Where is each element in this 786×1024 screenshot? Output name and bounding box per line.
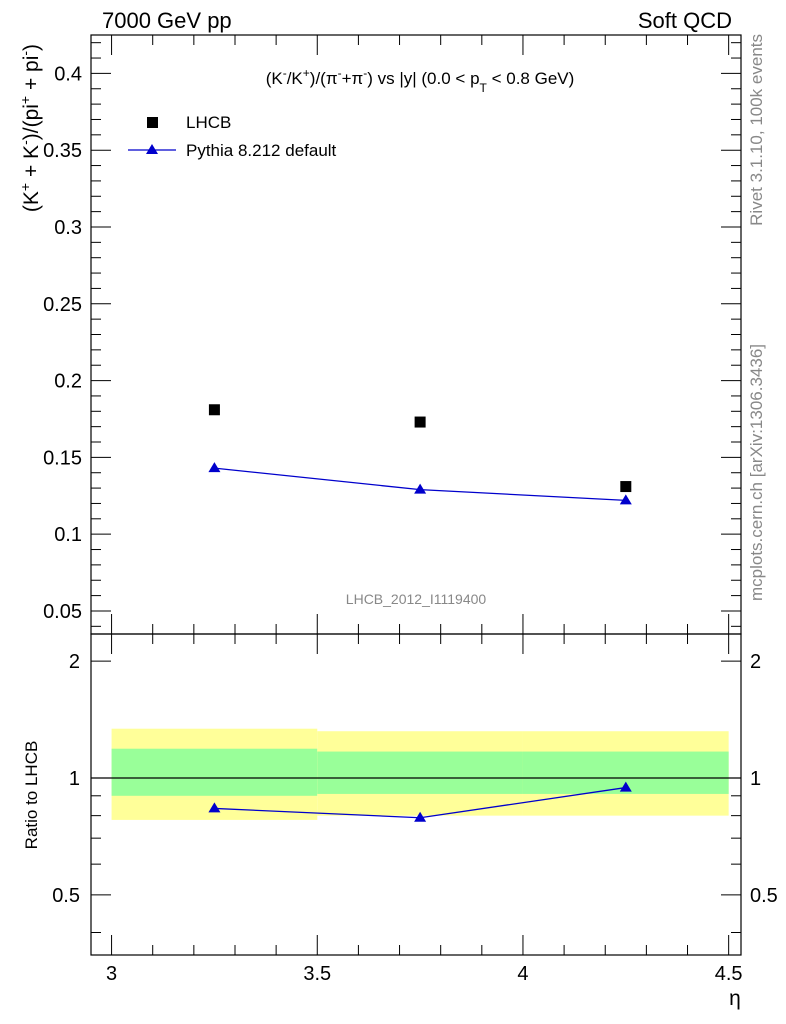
- ratio-pythia-point: [208, 802, 221, 813]
- main-axis-ticks: [91, 35, 741, 634]
- rivet-label: Rivet 3.1.10, 100k events: [747, 34, 766, 226]
- x-tick-label: 4: [517, 963, 528, 985]
- green-band: [317, 751, 523, 794]
- ratio-y-tick-label-right: 2: [750, 651, 761, 673]
- main-y-tick-label: 0.3: [54, 217, 82, 239]
- mcplots-label: mcplots.cern.ch [arXiv:1306.3436]: [747, 344, 766, 601]
- lhcb-point: [208, 404, 220, 416]
- ratio-y-tick-labels: 0.5 0.5 1 1 2 2: [52, 651, 778, 907]
- analysis-id: LHCB_2012_I1119400: [346, 591, 487, 607]
- ratio-panel: 0.5 0.5 1 1 2 2 3 3.5 4 4.5 Ratio to LHCB η: [22, 633, 778, 1010]
- main-y-tick-label: 0.2: [54, 371, 82, 393]
- header-left: 7000 GeV pp: [102, 8, 232, 33]
- main-y-label: (K+ + K-)/(pi+ + pi-): [17, 44, 43, 212]
- ratio-y-tick-label-left: 0.5: [52, 885, 80, 907]
- legend: LHCB Pythia 8.212 default: [128, 113, 337, 160]
- ratio-axis-ticks: [91, 634, 741, 955]
- main-y-tick-labels: 0.05 0.1 0.15 0.2 0.25 0.3 0.35 0.4: [43, 63, 82, 623]
- x-tick-labels: 3 3.5 4 4.5: [106, 963, 743, 985]
- x-tick-label: 3: [106, 963, 117, 985]
- legend-label-pythia: Pythia 8.212 default: [186, 141, 337, 160]
- ratio-frame: [90, 633, 742, 956]
- ratio-y-label: Ratio to LHCB: [22, 741, 41, 850]
- pythia-point: [414, 483, 427, 494]
- ratio-pythia-points: [208, 781, 632, 822]
- legend-marker-lhcb: [147, 117, 158, 128]
- ratio-pythia-point: [619, 781, 632, 792]
- lhcb-point: [620, 481, 632, 493]
- uncertainty-bands: [111, 728, 729, 820]
- x-tick-label: 4.5: [715, 963, 743, 985]
- lhcb-points: [208, 404, 632, 493]
- main-y-tick-label: 0.25: [43, 294, 82, 316]
- main-y-tick-label: 0.15: [43, 447, 82, 469]
- ratio-y-tick-label-left: 2: [69, 651, 80, 673]
- pythia-point: [208, 462, 221, 473]
- main-panel: 0.05 0.1 0.15 0.2 0.25 0.3 0.35 0.4 (K-/K+)/(π-…: [17, 34, 742, 635]
- main-y-tick-label: 0.4: [54, 63, 82, 85]
- x-axis-label: η: [729, 987, 741, 1010]
- ratio-pythia-point: [414, 811, 427, 822]
- legend-label-lhcb: LHCB: [186, 113, 231, 132]
- green-band: [111, 748, 318, 796]
- main-title: (K-/K+)/(π-+π-) vs |y| (0.0 < pT < 0.8 G…: [266, 66, 575, 95]
- ratio-y-tick-label-right: 1: [750, 768, 761, 790]
- main-y-tick-label: 0.35: [43, 140, 82, 162]
- main-y-tick-label: 0.1: [54, 524, 82, 546]
- ratio-y-tick-label-right: 0.5: [750, 885, 778, 907]
- pythia-points: [208, 462, 632, 505]
- ratio-y-tick-label-left: 1: [69, 768, 80, 790]
- legend-marker-pythia: [146, 144, 158, 154]
- lhcb-point: [414, 416, 426, 428]
- pythia-point: [619, 494, 632, 505]
- main-y-tick-label: 0.05: [43, 601, 82, 623]
- header-right: Soft QCD: [638, 8, 732, 33]
- x-tick-label: 3.5: [303, 963, 331, 985]
